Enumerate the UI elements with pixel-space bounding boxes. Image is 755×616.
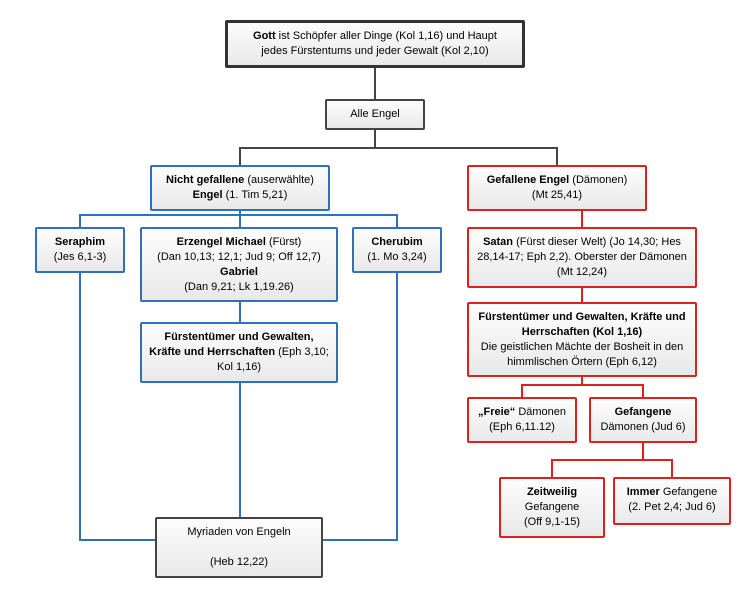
node-notfallen: Nicht gefallene (auserwählte)Engel (1. T…: [150, 165, 330, 211]
node-fallen: Gefallene Engel (Dämonen)(Mt 25,41): [467, 165, 647, 211]
node-michael: Erzengel Michael (Fürst)(Dan 10,13; 12,1…: [140, 227, 338, 302]
node-gott: Gott ist Schöpfer aller Dinge (Kol 1,16)…: [225, 20, 525, 68]
node-blue_powers: Fürstentümer und Gewalten, Kräfte und He…: [140, 322, 338, 383]
angel-hierarchy-diagram: Gott ist Schöpfer aller Dinge (Kol 1,16)…: [0, 0, 755, 616]
node-temp: ZeitweiligGefangene(Off 9,1-15): [499, 477, 605, 538]
node-cherubim: Cherubim(1. Mo 3,24): [352, 227, 442, 273]
node-satan: Satan (Fürst dieser Welt) (Jo 14,30; Hes…: [467, 227, 697, 288]
node-myriads: Myriaden von Engeln(Heb 12,22): [155, 517, 323, 578]
node-captive: GefangeneDämonen (Jud 6): [589, 397, 697, 443]
node-seraphim: Seraphim(Jes 6,1-3): [35, 227, 125, 273]
node-alle: Alle Engel: [325, 99, 425, 130]
node-red_powers: Fürstentümer und Gewalten, Kräfte und He…: [467, 302, 697, 377]
node-always: Immer Gefangene(2. Pet 2,4; Jud 6): [613, 477, 731, 525]
node-free: „Freie“ Dämonen(Eph 6,11.12): [467, 397, 577, 443]
